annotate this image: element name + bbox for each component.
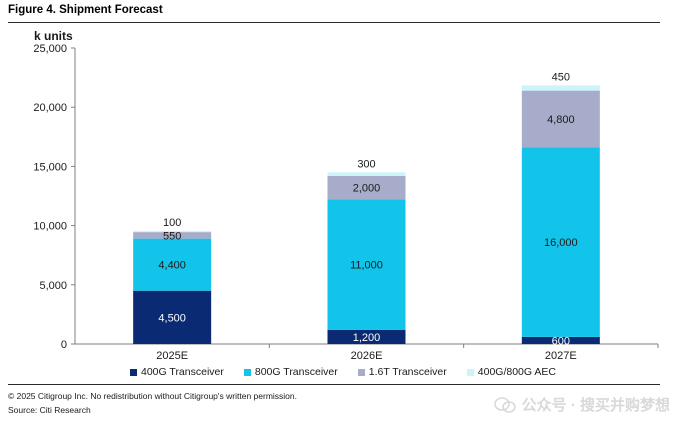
y-tick-label: 25,000	[33, 43, 67, 55]
data-label: 11,000	[350, 260, 383, 272]
data-label: 300	[357, 158, 375, 170]
data-label: 1,200	[353, 332, 381, 344]
legend-label: 400G Transceiver	[141, 366, 224, 378]
data-label: 450	[552, 71, 570, 83]
data-label: 600	[552, 335, 570, 347]
bar-segment	[327, 329, 406, 344]
bar-segment	[133, 290, 212, 344]
bar-segment	[327, 175, 406, 200]
x-tick-label: 2027E	[545, 350, 577, 362]
y-tick-label: 0	[61, 339, 67, 351]
bar-segment	[327, 172, 406, 176]
data-label: 16,000	[544, 237, 578, 249]
legend-swatch	[130, 368, 137, 376]
y-tick-label: 15,000	[33, 161, 67, 173]
data-label: 550	[163, 230, 181, 242]
legend-item: 800G Transceiver	[243, 366, 338, 378]
watermark-text: 公众号 · 搜买并购梦想	[521, 397, 670, 414]
footer-divider	[8, 384, 660, 385]
bar-segment	[133, 230, 212, 233]
bar-segment	[327, 199, 406, 330]
copyright-note: © 2025 Citigroup Inc. No redistribution …	[8, 391, 297, 401]
legend-swatch	[466, 368, 474, 376]
y-tick-label: 20,000	[33, 102, 67, 114]
legend-swatch	[243, 368, 251, 376]
bar-segment	[133, 232, 212, 239]
legend-swatch	[357, 368, 365, 376]
data-label: 100	[163, 217, 181, 229]
bar-segment	[521, 147, 600, 337]
data-label: 4,400	[158, 260, 186, 272]
legend-item: 400G Transceiver	[130, 366, 224, 378]
data-label: 4,500	[158, 312, 186, 324]
bar-segment	[521, 90, 600, 148]
data-label: 4,800	[547, 114, 575, 126]
watermark: 公众号 · 搜买并购梦想	[493, 394, 670, 415]
figure-title: Figure 4. Shipment Forecast	[8, 4, 163, 16]
x-tick-label: 2025E	[156, 350, 188, 362]
wechat-icon	[493, 396, 516, 413]
chart-legend: 400G Transceiver 800G Transceiver 1.6T Tra…	[130, 366, 556, 378]
stacked-bar-chart: k units 0 5,000 10,000 15,000 20,000 25,000 4,5…	[33, 29, 659, 362]
data-label: 2,000	[353, 183, 381, 195]
bar-segment	[521, 336, 600, 344]
x-tick-label: 2026E	[351, 350, 383, 362]
source-note: Source: Citi Research	[8, 405, 91, 415]
title-divider	[8, 22, 660, 23]
y-tick-label: 10,000	[33, 221, 67, 233]
legend-label: 800G Transceiver	[254, 366, 338, 378]
legend-label: 1.6T Transceiver	[368, 366, 447, 378]
legend-item: 1.6T Transceiver	[357, 366, 447, 378]
bar-segment	[521, 85, 600, 91]
bar-segment	[133, 238, 212, 291]
legend-label: 400G/800G AEC	[477, 366, 556, 378]
y-tick-label: 5,000	[39, 280, 67, 292]
legend-item: 400G/800G AEC	[466, 366, 556, 378]
y-axis-label: k units	[34, 29, 73, 43]
